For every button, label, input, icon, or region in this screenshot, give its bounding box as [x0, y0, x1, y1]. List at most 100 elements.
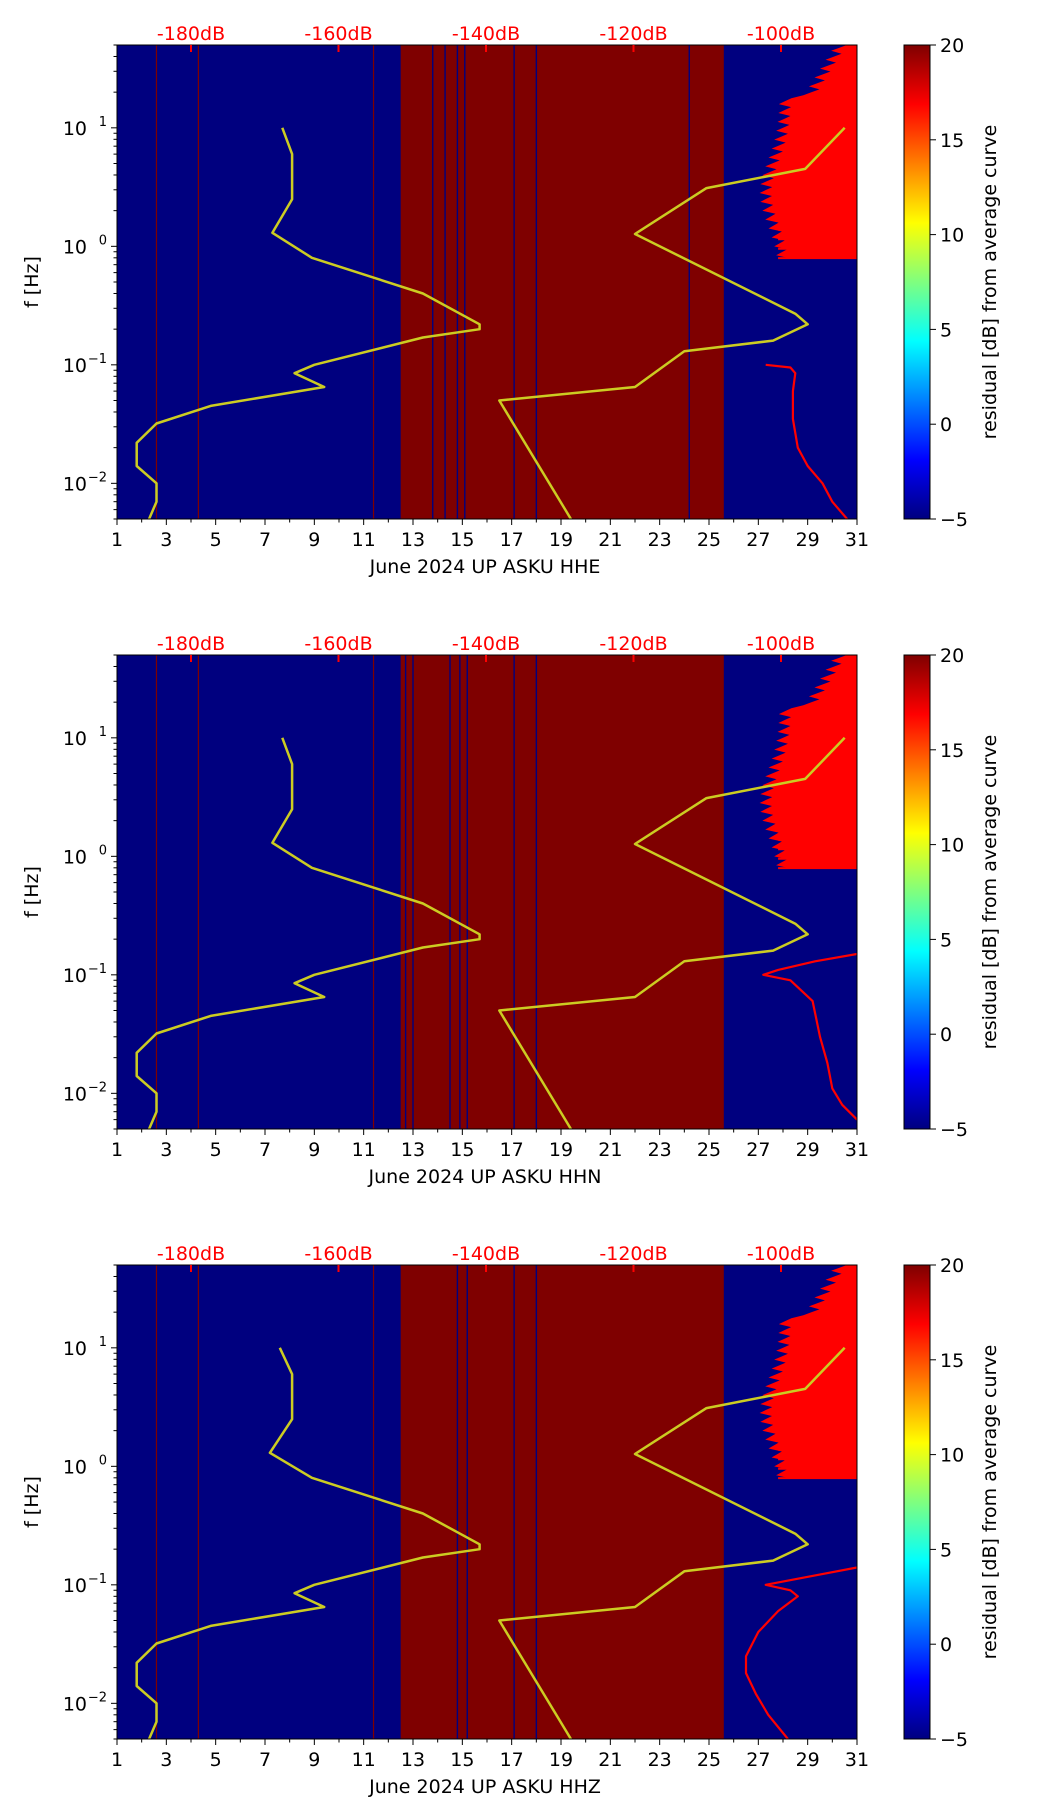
y-tick-exp: 1: [99, 115, 107, 130]
db-label: -160dB: [304, 1243, 372, 1265]
x-tick-label: 23: [648, 1139, 672, 1161]
x-tick-label: 13: [401, 1749, 425, 1771]
y-tick-base: 10: [63, 728, 87, 750]
x-tick-label: 15: [450, 1139, 474, 1161]
y-tick-exp: −2: [88, 1080, 107, 1095]
x-tick-label: 25: [697, 1749, 721, 1771]
psd-curve: [744, 1566, 857, 1739]
y-tick-exp: −1: [88, 962, 107, 977]
colorbar: −5 0 5 10 15 20 residual [dB] from average cur…: [903, 1255, 1001, 1751]
x-tick-label: 23: [648, 1749, 672, 1771]
colorbar-tick-label: 20: [940, 35, 964, 57]
db-label: -100dB: [747, 1243, 815, 1265]
colorbar-tick-label: 10: [940, 225, 964, 247]
y-tick-label: 10 0: [63, 1453, 107, 1478]
x-tick-label: 25: [697, 529, 721, 551]
x-tick-label: 27: [746, 1139, 770, 1161]
y-tick-base: 10: [63, 1456, 87, 1478]
y-tick-label: 10−1: [63, 352, 107, 377]
x-tick-label: 5: [210, 1139, 222, 1161]
x-tick-label: 29: [796, 1139, 820, 1161]
x-tick-label: 3: [160, 529, 172, 551]
y-tick-base: 10: [63, 1338, 87, 1360]
db-label: -120dB: [599, 23, 667, 45]
plot-area: [117, 45, 857, 519]
colorbar-tick-label: 15: [940, 740, 964, 762]
db-label: -160dB: [304, 23, 372, 45]
y-tick-base: 10: [63, 1083, 87, 1105]
y-tick-base: 10: [63, 118, 87, 140]
colorbar: −5 0 5 10 15 20 residual [dB] from average cur…: [903, 645, 1001, 1141]
colorbar-tick-label: 15: [940, 1350, 964, 1372]
x-tick-label: 29: [796, 529, 820, 551]
x-tick-label: 11: [352, 1139, 376, 1161]
colorbar-tick-label: 5: [940, 1539, 952, 1561]
y-tick-label: 10 0: [63, 233, 107, 258]
y-tick-base: 10: [63, 473, 87, 495]
x-tick-label: 15: [450, 1749, 474, 1771]
colorbar-tick-label: 15: [940, 130, 964, 152]
high-residual-band: [400, 45, 724, 519]
noise-model-high: [498, 126, 846, 519]
y-tick-exp: 0: [99, 1453, 107, 1468]
colorbar-tick-label: 0: [940, 1634, 952, 1656]
x-tick-label: 7: [259, 529, 271, 551]
db-label: -100dB: [747, 23, 815, 45]
noise-model-low: [135, 127, 481, 519]
high-residual-band: [400, 655, 724, 1129]
x-tick-label: 9: [308, 1749, 320, 1771]
colorbar-gradient: [903, 44, 931, 520]
y-tick-exp: 0: [99, 843, 107, 858]
x-tick-label: 19: [549, 1749, 573, 1771]
colorbar-label: residual [dB] from average curve: [979, 1345, 1001, 1660]
y-tick-label: 10−2: [63, 470, 107, 495]
colorbar-tick-label: 20: [940, 645, 964, 667]
x-tick-label: 9: [308, 1139, 320, 1161]
y-tick-label: 10 0: [63, 843, 107, 868]
x-axis-label: June 2024 UP ASKU HHE: [369, 556, 601, 578]
x-tick-label: 29: [796, 1749, 820, 1771]
colorbar-tick-label: −5: [940, 509, 968, 531]
x-tick-label: 17: [500, 1139, 524, 1161]
x-tick-label: 19: [549, 1139, 573, 1161]
colorbar-tick-label: 5: [940, 929, 952, 951]
y-tick-exp: 1: [99, 1335, 107, 1350]
colorbar-tick-label: 5: [940, 319, 952, 341]
colorbar-gradient: [903, 1264, 931, 1740]
noise-model-high: [498, 1346, 846, 1739]
db-label: -100dB: [747, 633, 815, 655]
db-label: -160dB: [304, 633, 372, 655]
noise-model-low: [135, 1347, 481, 1739]
y-tick-label: 10 1: [63, 115, 107, 140]
y-tick-base: 10: [63, 846, 87, 868]
y-axis-label: f [Hz]: [21, 1476, 43, 1528]
x-tick-label: 17: [500, 1749, 524, 1771]
y-tick-base: 10: [63, 1693, 87, 1715]
x-tick-label: 21: [598, 1139, 622, 1161]
x-tick-label: 1: [111, 1139, 123, 1161]
residual-blob: [759, 1265, 857, 1479]
residual-blob: [759, 45, 857, 259]
x-tick-label: 17: [500, 529, 524, 551]
x-tick-label: 1: [111, 1749, 123, 1771]
x-axis-label: June 2024 UP ASKU HHZ: [368, 1776, 601, 1798]
x-tick-label: 11: [352, 1749, 376, 1771]
noise-model-low: [135, 737, 481, 1129]
y-tick-exp: −2: [88, 1690, 107, 1705]
colorbar-tick-label: 10: [940, 1445, 964, 1467]
db-label: -180dB: [157, 23, 225, 45]
x-tick-label: 15: [450, 529, 474, 551]
db-label: -120dB: [599, 1243, 667, 1265]
y-tick-exp: −1: [88, 1572, 107, 1587]
db-label: -140dB: [452, 1243, 520, 1265]
colorbar-tick-label: −5: [940, 1729, 968, 1751]
x-tick-label: 1: [111, 529, 123, 551]
x-tick-label: 13: [401, 1139, 425, 1161]
y-tick-exp: 1: [99, 725, 107, 740]
db-label: -140dB: [452, 23, 520, 45]
y-tick-exp: 0: [99, 233, 107, 248]
colorbar-tick-label: 10: [940, 835, 964, 857]
colorbar-tick-label: 0: [940, 1024, 952, 1046]
